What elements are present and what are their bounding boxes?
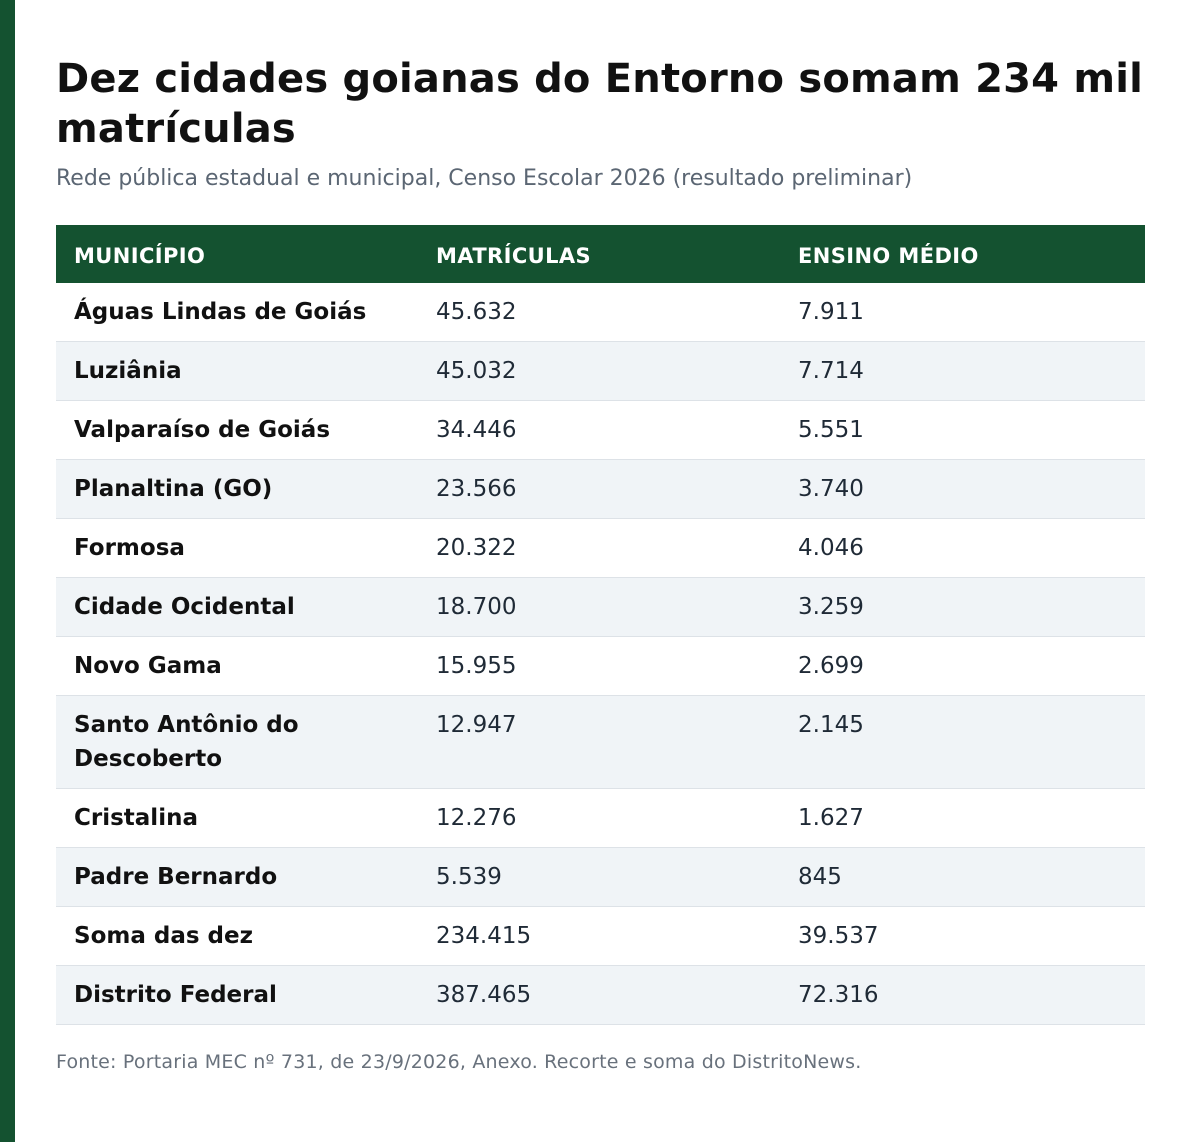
table-row: Formosa 20.322 4.046 <box>56 518 1145 578</box>
cell-ensino-medio: 3.740 <box>780 459 1145 519</box>
column-header-ensino-medio: ENSINO MÉDIO <box>780 225 1145 283</box>
cell-ensino-medio: 7.714 <box>780 341 1145 401</box>
cell-municipio: Luziânia <box>56 341 418 401</box>
enrollment-table: MUNICÍPIO MATRÍCULAS ENSINO MÉDIO Águas … <box>56 225 1145 1025</box>
cell-ensino-medio: 2.145 <box>780 695 1145 789</box>
page-subtitle: Rede pública estadual e municipal, Censo… <box>56 166 913 191</box>
page-title: Dez cidades goianas do Entorno somam 234… <box>56 56 1144 152</box>
column-header-matriculas: MATRÍCULAS <box>418 225 780 283</box>
cell-municipio: Cristalina <box>56 788 418 848</box>
cell-ensino-medio: 7.911 <box>780 283 1145 342</box>
cell-matriculas: 234.415 <box>418 906 780 966</box>
table-row: Distrito Federal 387.465 72.316 <box>56 965 1145 1025</box>
table-row: Águas Lindas de Goiás 45.632 7.911 <box>56 283 1145 342</box>
column-header-municipio: MUNICÍPIO <box>56 225 418 283</box>
cell-matriculas: 18.700 <box>418 577 780 637</box>
table-row: Planaltina (GO) 23.566 3.740 <box>56 459 1145 519</box>
cell-ensino-medio: 5.551 <box>780 400 1145 460</box>
table-row: Santo Antônio do Descoberto 12.947 2.145 <box>56 695 1145 789</box>
accent-bar <box>0 0 15 1142</box>
cell-matriculas: 5.539 <box>418 847 780 907</box>
cell-matriculas: 20.322 <box>418 518 780 578</box>
cell-matriculas: 387.465 <box>418 965 780 1025</box>
source-footnote: Fonte: Portaria MEC nº 731, de 23/9/2026… <box>56 1051 862 1073</box>
cell-ensino-medio: 72.316 <box>780 965 1145 1025</box>
cell-ensino-medio: 3.259 <box>780 577 1145 637</box>
cell-municipio: Cidade Ocidental <box>56 577 418 637</box>
cell-ensino-medio: 845 <box>780 847 1145 907</box>
table-row: Cristalina 12.276 1.627 <box>56 788 1145 848</box>
table-row: Cidade Ocidental 18.700 3.259 <box>56 577 1145 637</box>
cell-matriculas: 34.446 <box>418 400 780 460</box>
cell-matriculas: 45.032 <box>418 341 780 401</box>
cell-ensino-medio: 1.627 <box>780 788 1145 848</box>
article-graphic: Dez cidades goianas do Entorno somam 234… <box>56 54 1145 1075</box>
cell-matriculas: 12.276 <box>418 788 780 848</box>
cell-matriculas: 12.947 <box>418 695 780 789</box>
cell-municipio: Padre Bernardo <box>56 847 418 907</box>
cell-municipio: Santo Antônio do Descoberto <box>56 695 418 789</box>
cell-municipio: Valparaíso de Goiás <box>56 400 418 460</box>
table-header-row: MUNICÍPIO MATRÍCULAS ENSINO MÉDIO <box>56 225 1145 283</box>
table-header: MUNICÍPIO MATRÍCULAS ENSINO MÉDIO <box>56 225 1145 283</box>
table-row: Padre Bernardo 5.539 845 <box>56 847 1145 907</box>
cell-municipio: Distrito Federal <box>56 965 418 1025</box>
cell-municipio: Formosa <box>56 518 418 578</box>
cell-ensino-medio: 4.046 <box>780 518 1145 578</box>
cell-matriculas: 45.632 <box>418 283 780 342</box>
table-row: Novo Gama 15.955 2.699 <box>56 636 1145 696</box>
cell-municipio: Planaltina (GO) <box>56 459 418 519</box>
cell-ensino-medio: 2.699 <box>780 636 1145 696</box>
cell-municipio: Águas Lindas de Goiás <box>56 283 418 342</box>
table-row: Valparaíso de Goiás 34.446 5.551 <box>56 400 1145 460</box>
cell-municipio: Soma das dez <box>56 906 418 966</box>
table-body: Águas Lindas de Goiás 45.632 7.911 Luziânia… <box>56 283 1145 1025</box>
cell-matriculas: 15.955 <box>418 636 780 696</box>
cell-matriculas: 23.566 <box>418 459 780 519</box>
cell-ensino-medio: 39.537 <box>780 906 1145 966</box>
table-row: Soma das dez 234.415 39.537 <box>56 906 1145 966</box>
cell-municipio: Novo Gama <box>56 636 418 696</box>
table-row: Luziânia 45.032 7.714 <box>56 341 1145 401</box>
